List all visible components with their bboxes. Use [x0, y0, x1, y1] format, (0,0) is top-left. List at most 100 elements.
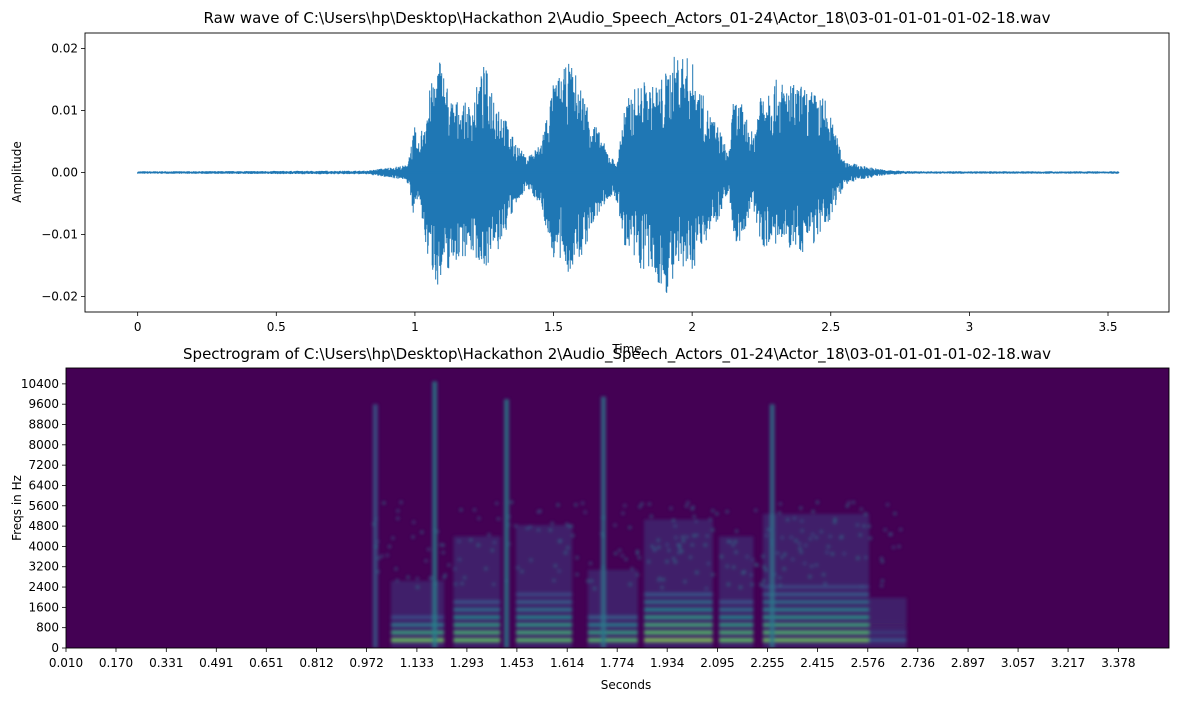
spectrogram-x-tick-label: 0.651 [249, 656, 283, 670]
spectrogram-speckle [453, 567, 457, 571]
spectrogram-speckle [510, 500, 514, 504]
spectrogram-y-tick-label: 0 [51, 641, 59, 655]
spectrogram-speckle [811, 509, 815, 513]
spectrogram-speckle [385, 553, 389, 557]
spectrogram-harmonic [762, 607, 870, 612]
spectrogram-speckle [678, 543, 682, 547]
spectrogram-speckle [691, 505, 695, 509]
waveform-xlabel: Time [611, 342, 641, 356]
spectrogram-speckle [637, 556, 641, 560]
spectrogram-speckle [786, 518, 790, 522]
spectrogram-x-tick-label: 3.378 [1101, 656, 1135, 670]
spectrogram-y-tick-label: 8800 [28, 418, 59, 432]
spectrogram-speckle [711, 528, 715, 532]
spectrogram-speckle [396, 509, 400, 513]
spectrogram-energy [372, 381, 907, 648]
spectrogram-speckle [778, 576, 782, 580]
spectrogram-speckle [492, 582, 496, 586]
spectrogram-speckle [690, 543, 694, 547]
spectrogram-harmonic [719, 638, 754, 642]
spectrogram-transient [600, 396, 606, 648]
spectrogram-speckle [711, 573, 715, 577]
spectrogram-transient [372, 404, 378, 648]
spectrogram-speckle [443, 573, 447, 577]
spectrogram-speckle [780, 536, 784, 540]
spectrogram-speckle [424, 559, 428, 563]
spectrogram-speckle [808, 575, 812, 579]
spectrogram-speckle [434, 582, 438, 586]
spectrogram-segment-haze [762, 513, 870, 648]
spectrogram-speckle [883, 528, 887, 532]
spectrogram-speckle [649, 514, 653, 518]
spectrogram-speckle [762, 565, 766, 569]
spectrogram-speckle [778, 583, 782, 587]
spectrogram-speckle [825, 550, 829, 554]
spectrogram-speckle [719, 555, 723, 559]
spectrogram-speckle [665, 543, 669, 547]
spectrogram-x-tick-label: 2.255 [750, 656, 784, 670]
spectrogram-x-tick-label: 0.812 [299, 656, 333, 670]
spectrogram-speckle [460, 582, 464, 586]
spectrogram-speckle [733, 540, 737, 544]
spectrogram-speckle [574, 503, 578, 507]
spectrogram-harmonic [644, 592, 713, 597]
spectrogram-harmonic [453, 638, 501, 642]
spectrogram-speckle [665, 560, 669, 564]
spectrogram-harmonic [390, 638, 445, 642]
spectrogram-speckle [856, 556, 860, 560]
spectrogram-harmonic [515, 600, 573, 604]
spectrogram-speckle [628, 525, 632, 529]
spectrogram-speckle [536, 510, 540, 514]
spectrogram-speckle [726, 539, 730, 543]
spectrogram-speckle [661, 578, 665, 582]
spectrogram-speckle [624, 557, 628, 561]
spectrogram-harmonic [719, 615, 754, 620]
spectrogram-speckle [867, 524, 871, 528]
spectrogram-harmonic [644, 638, 713, 642]
spectrogram-speckle [473, 508, 477, 512]
spectrogram-y-tick-label: 7200 [28, 458, 59, 472]
spectrogram-speckle [864, 556, 868, 560]
spectrogram-speckle [382, 501, 386, 505]
spectrogram-speckle [749, 573, 753, 577]
spectrogram-speckle [794, 539, 798, 543]
spectrogram-speckle [469, 538, 473, 542]
spectrogram-transient [432, 381, 438, 648]
spectrogram-speckle [388, 545, 392, 549]
spectrogram-speckle [862, 524, 866, 528]
spectrogram-x-tick-label: 2.415 [800, 656, 834, 670]
spectrogram-speckle [567, 524, 571, 528]
spectrogram-speckle [780, 555, 784, 559]
spectrogram-segment-haze [453, 536, 501, 648]
spectrogram-speckle [672, 518, 676, 522]
spectrogram-harmonic [515, 607, 573, 612]
spectrogram-speckle [484, 567, 488, 571]
spectrogram-speckle [601, 516, 605, 520]
spectrogram-harmonic [719, 630, 754, 635]
spectrogram-harmonic [453, 600, 501, 604]
spectrogram-speckle [432, 528, 436, 532]
spectrogram-speckle [435, 529, 439, 533]
spectrogram-speckle [830, 552, 834, 556]
spectrogram-harmonic [453, 630, 501, 635]
spectrogram-speckle [695, 533, 699, 537]
spectrogram-harmonic [587, 630, 638, 635]
spectrogram-speckle [823, 581, 827, 585]
spectrogram-speckle [620, 554, 624, 558]
spectrogram-speckle [681, 535, 685, 539]
spectrogram-speckle [762, 579, 766, 583]
spectrogram-speckle [690, 507, 694, 511]
spectrogram-speckle [685, 535, 689, 539]
spectrogram-speckle [751, 558, 755, 562]
spectrogram-speckle [391, 536, 395, 540]
spectrogram-speckle [731, 543, 735, 547]
waveform-x-tick-label: 3.5 [1098, 320, 1117, 334]
spectrogram-speckle [680, 549, 684, 553]
spectrogram-speckle [676, 543, 680, 547]
spectrogram-speckle [672, 557, 676, 561]
spectrogram-y-tick-label: 1600 [28, 600, 59, 614]
spectrogram-speckle [791, 557, 795, 561]
spectrogram-speckle [725, 510, 729, 514]
spectrogram-harmonic [762, 615, 870, 620]
spectrogram-speckle [707, 562, 711, 566]
